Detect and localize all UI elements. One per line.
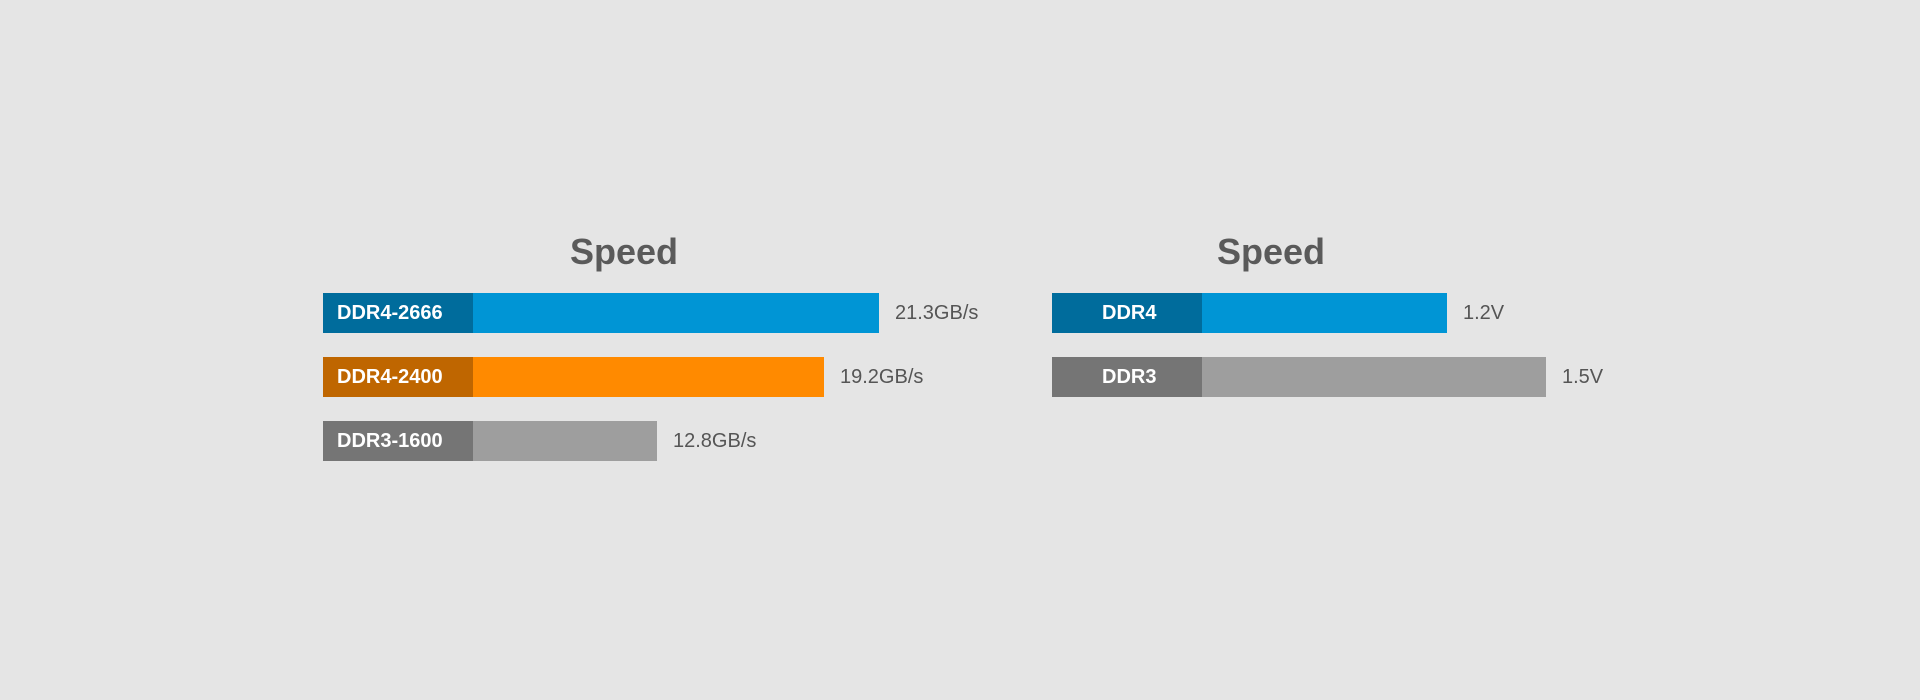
- bar: DDR3: [1052, 357, 1546, 397]
- bar-row: DDR3 1.5V: [1052, 357, 1752, 397]
- bar-value-label: 1.5V: [1562, 366, 1604, 388]
- bar: DDR3-1600: [323, 421, 657, 461]
- bar-category-label: DDR3: [1052, 357, 1202, 397]
- bar-value-label: 21.3GB/s: [895, 302, 979, 324]
- bar: DDR4-2400: [323, 357, 824, 397]
- bar-category-label: DDR4-2666: [323, 293, 473, 333]
- speed-chart: Speed DDR4-2666 21.3GB/s DDR4-2400 19.2GB/s…: [323, 0, 1023, 700]
- chart-title: Speed: [1216, 231, 1326, 272]
- bar-category-label: DDR4: [1052, 293, 1202, 333]
- bar: DDR4: [1052, 293, 1447, 333]
- bar-category-label: DDR3-1600: [323, 421, 473, 461]
- bar-row: DDR4 1.2V: [1052, 293, 1752, 333]
- bar-row: DDR4-2400 19.2GB/s: [323, 357, 1023, 397]
- bar-value-label: 19.2GB/s: [840, 366, 924, 388]
- bar: DDR4-2666: [323, 293, 879, 333]
- chart-title: Speed: [569, 231, 679, 272]
- bar-row: DDR3-1600 12.8GB/s: [323, 421, 1023, 461]
- voltage-chart: Speed DDR4 1.2V DDR3 1.5V: [1052, 0, 1752, 700]
- bar-value-label: 1.2V: [1463, 302, 1505, 324]
- bar-row: DDR4-2666 21.3GB/s: [323, 293, 1023, 333]
- bar-category-label: DDR4-2400: [323, 357, 473, 397]
- bar-value-label: 12.8GB/s: [673, 430, 757, 452]
